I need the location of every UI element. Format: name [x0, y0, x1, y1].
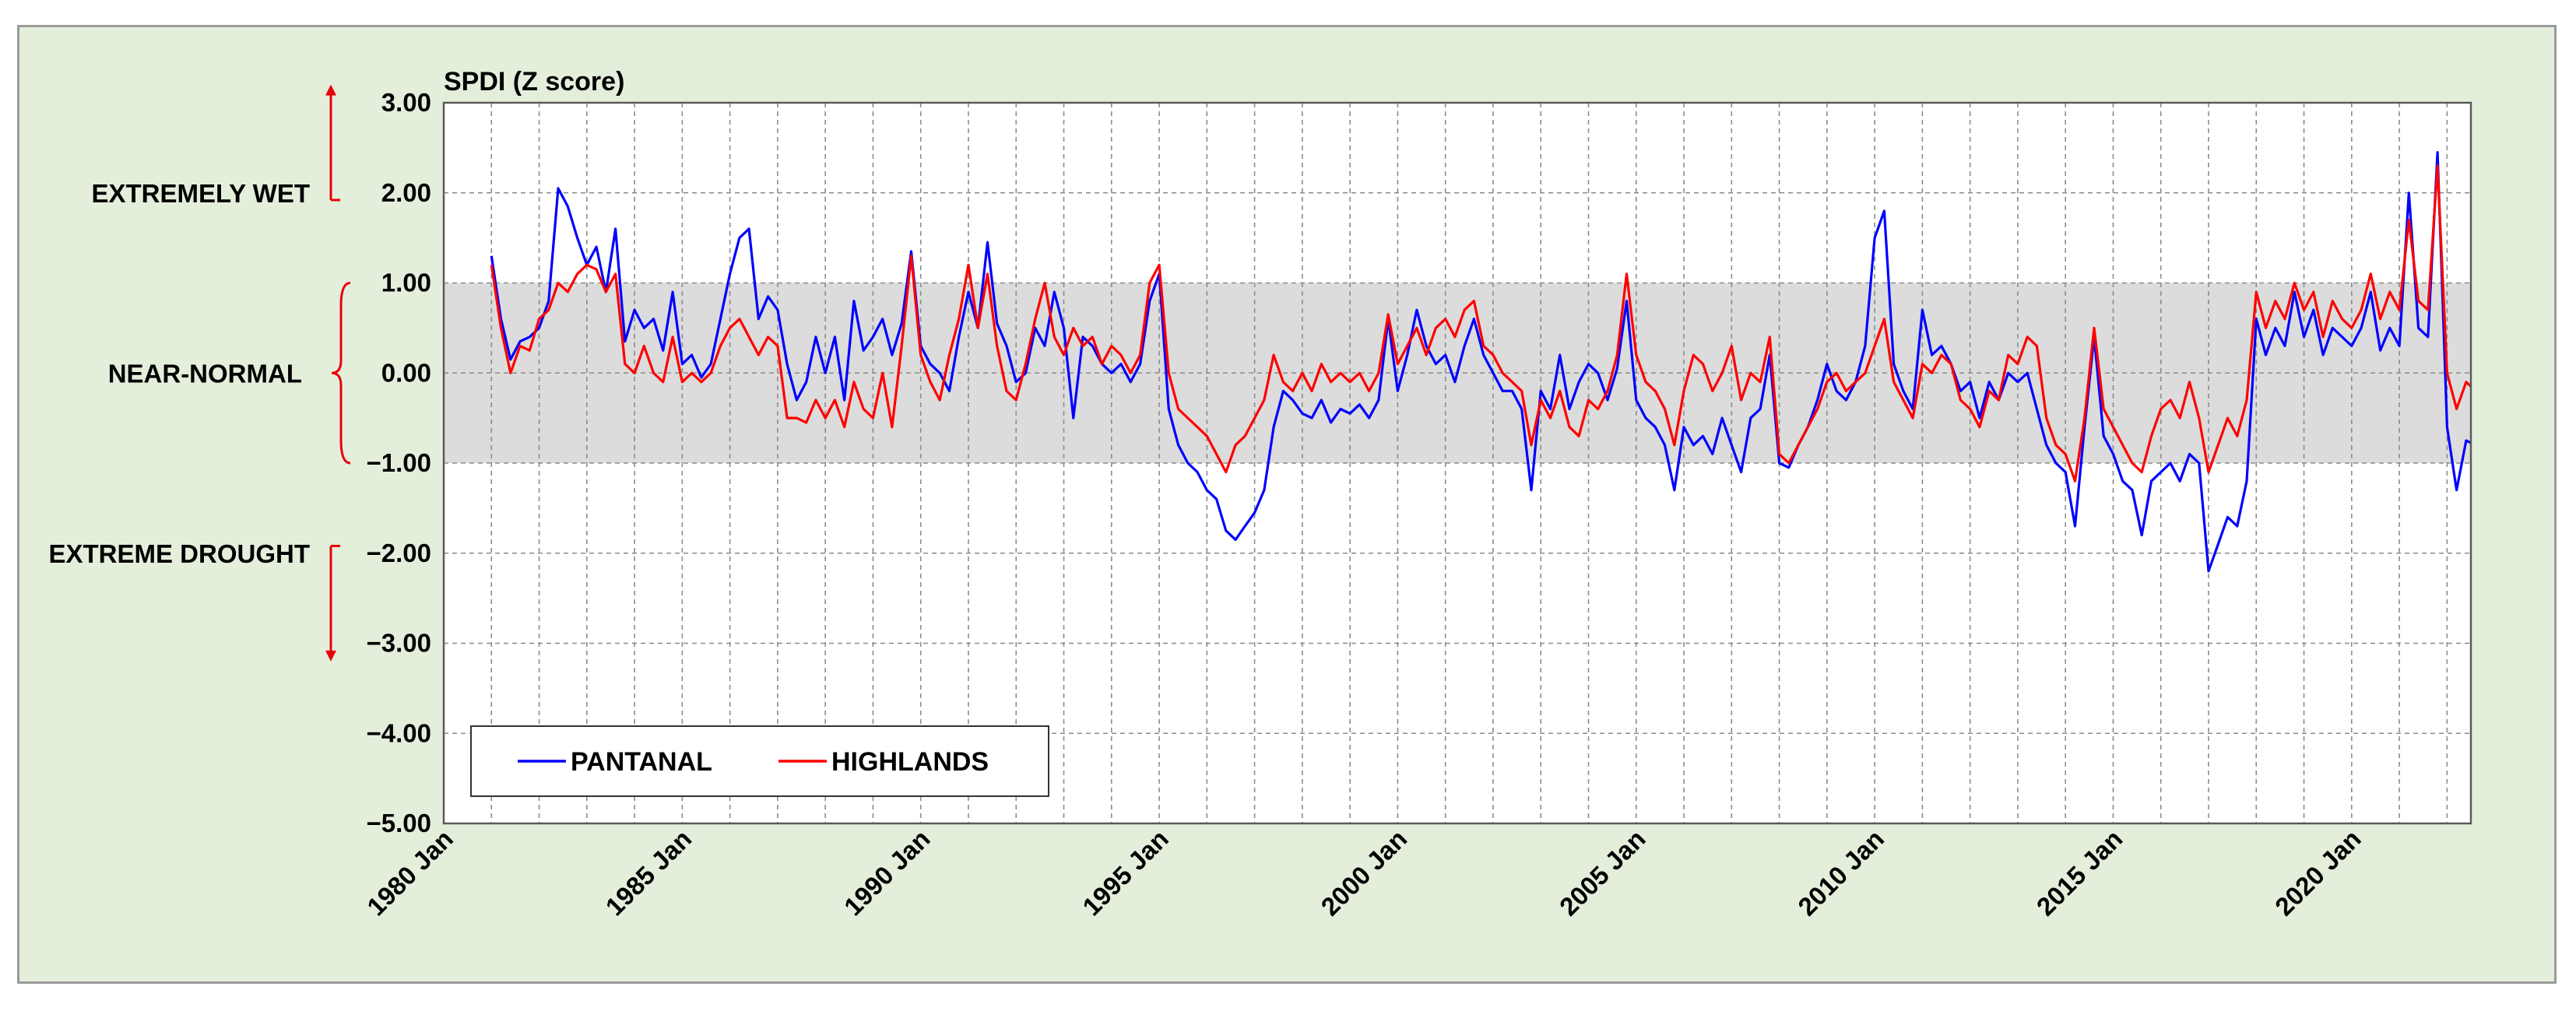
y-tick-label: 1.00 — [381, 269, 431, 297]
x-tick-label: 1985 Jan — [600, 824, 698, 921]
series-line-highlands — [490, 164, 2471, 483]
y-tick-label: 3.00 — [381, 88, 431, 117]
y-tick-label: 2.00 — [381, 178, 431, 207]
y-axis-title: SPDI (Z score) — [444, 67, 624, 97]
x-tick-label: 1990 Jan — [838, 824, 936, 921]
x-tick-label: 2015 Jan — [2031, 824, 2128, 921]
legend-box — [470, 725, 1049, 797]
y-tick-label: −1.00 — [367, 448, 432, 477]
x-tick-label: 1995 Jan — [1077, 824, 1174, 921]
legend-label-highlands: HIGHLANDS — [831, 747, 989, 777]
y-tick-label: −4.00 — [367, 718, 432, 747]
y-tick-label: −2.00 — [367, 539, 432, 567]
x-tick-label: 2000 Jan — [1316, 824, 1413, 921]
category-annotations: EXTREMELY WET NEAR-NORMAL EXTREME DROUGHT — [48, 84, 351, 662]
x-tick-label: 2010 Jan — [1792, 824, 1889, 921]
extreme-drought-arrowhead — [325, 650, 336, 662]
extremely-wet-label: EXTREMELY WET — [91, 179, 310, 208]
series-line-pantanal — [490, 151, 2471, 573]
near-normal-label: NEAR-NORMAL — [108, 359, 302, 388]
y-tick-label: −3.00 — [367, 629, 432, 658]
y-tick-label: 0.00 — [381, 358, 431, 387]
plot-border — [442, 101, 2472, 825]
series-lines — [490, 151, 2471, 573]
extreme-drought-label: EXTREME DROUGHT — [48, 539, 310, 568]
x-tick-label: 2020 Jan — [2269, 824, 2367, 921]
x-tick-label: 1980 Jan — [361, 824, 459, 921]
x-tick-label: 2005 Jan — [1554, 824, 1651, 921]
legend: PANTANAL HIGHLANDS — [470, 725, 1049, 797]
near-normal-brace — [331, 282, 351, 465]
y-tick-label: −5.00 — [367, 809, 432, 837]
legend-label-pantanal: PANTANAL — [571, 747, 712, 777]
extremely-wet-arrowhead — [325, 84, 336, 96]
